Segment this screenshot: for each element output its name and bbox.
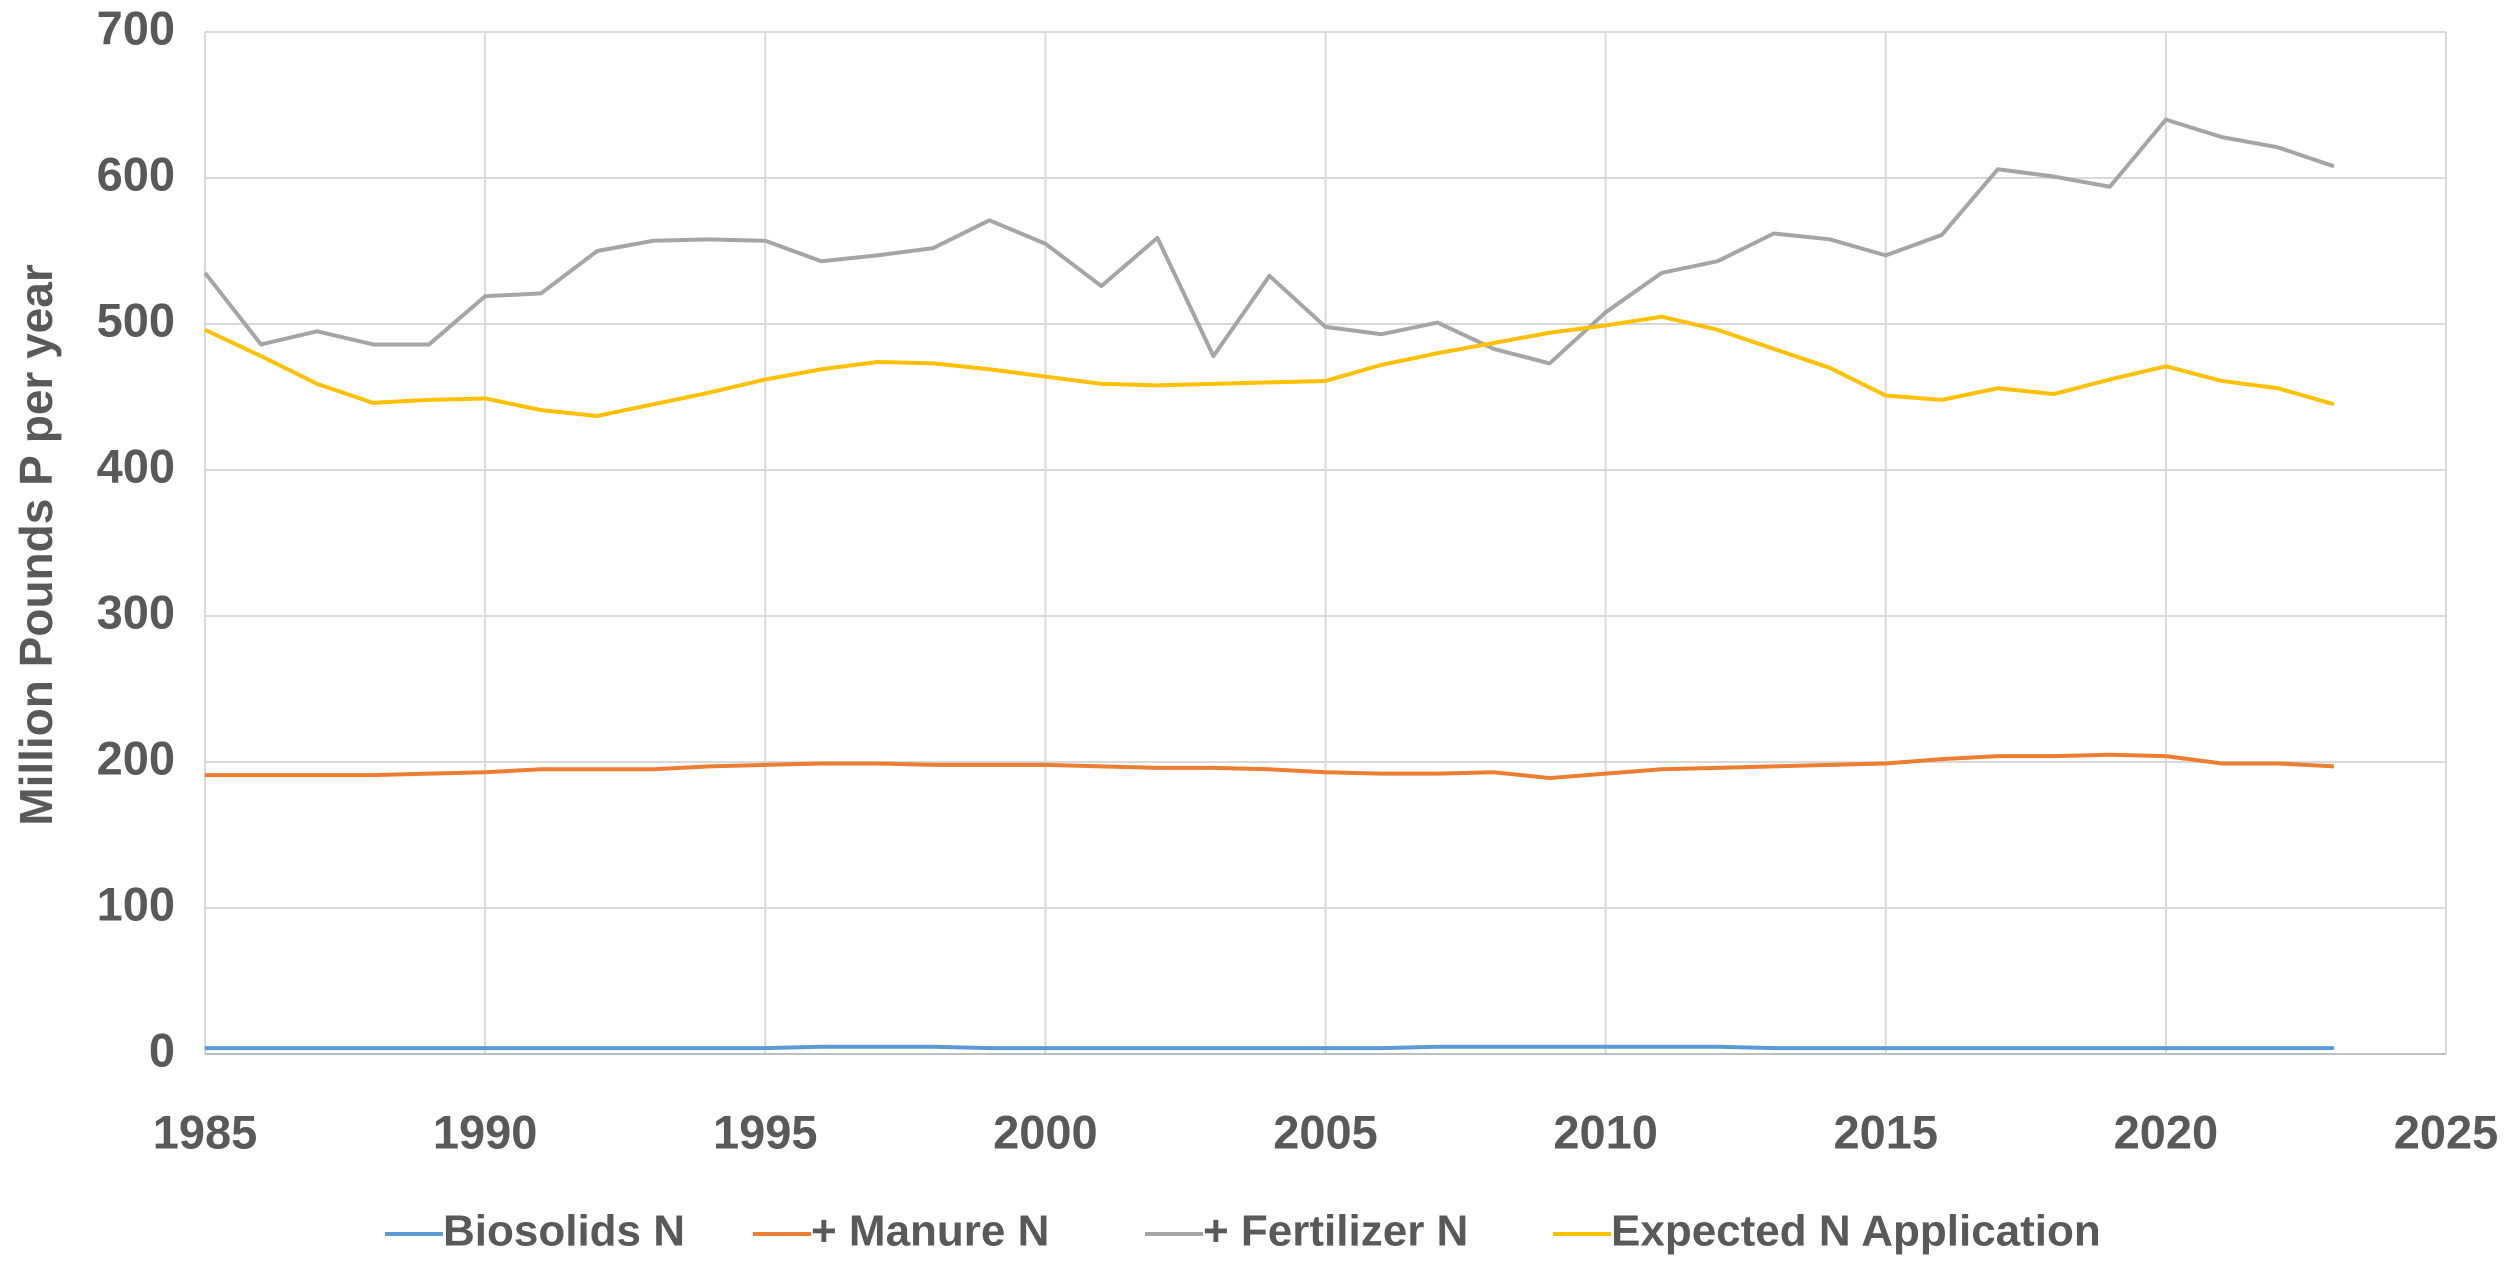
x-tick-label: 2010 [1553,1105,1658,1158]
x-tick-label: 1990 [433,1105,538,1158]
y-tick-label: 200 [97,731,175,784]
y-tick-label: 300 [97,585,175,638]
series-line [204,314,2335,418]
y-tick-label: 400 [97,439,175,492]
x-tick-label: 2020 [2114,1105,2219,1158]
legend-label: Biosolids N [443,1207,685,1256]
x-tick-label: 1985 [153,1105,258,1158]
y-tick-label: 0 [149,1023,175,1076]
x-tick-label: 2015 [1833,1105,1938,1158]
series-line [203,117,2335,366]
legend-label: Expected N Application [1611,1207,2101,1256]
series-line [205,1044,2334,1051]
series-line [205,752,2335,781]
y-axis-title: Million Pounds P per year [10,264,62,826]
x-tick-label: 2000 [993,1105,1098,1158]
y-tick-label: 100 [97,877,175,930]
y-tick-label: 600 [97,147,175,200]
legend-label: + Fertilizer N [1203,1207,1468,1256]
y-tick-label: 500 [97,293,175,346]
x-tick-label: 2005 [1273,1105,1378,1158]
x-tick-label: 2025 [2394,1105,2499,1158]
x-tick-label: 1995 [713,1105,818,1158]
legend-label: + Manure N [811,1207,1049,1256]
y-tick-label: 700 [97,1,175,54]
